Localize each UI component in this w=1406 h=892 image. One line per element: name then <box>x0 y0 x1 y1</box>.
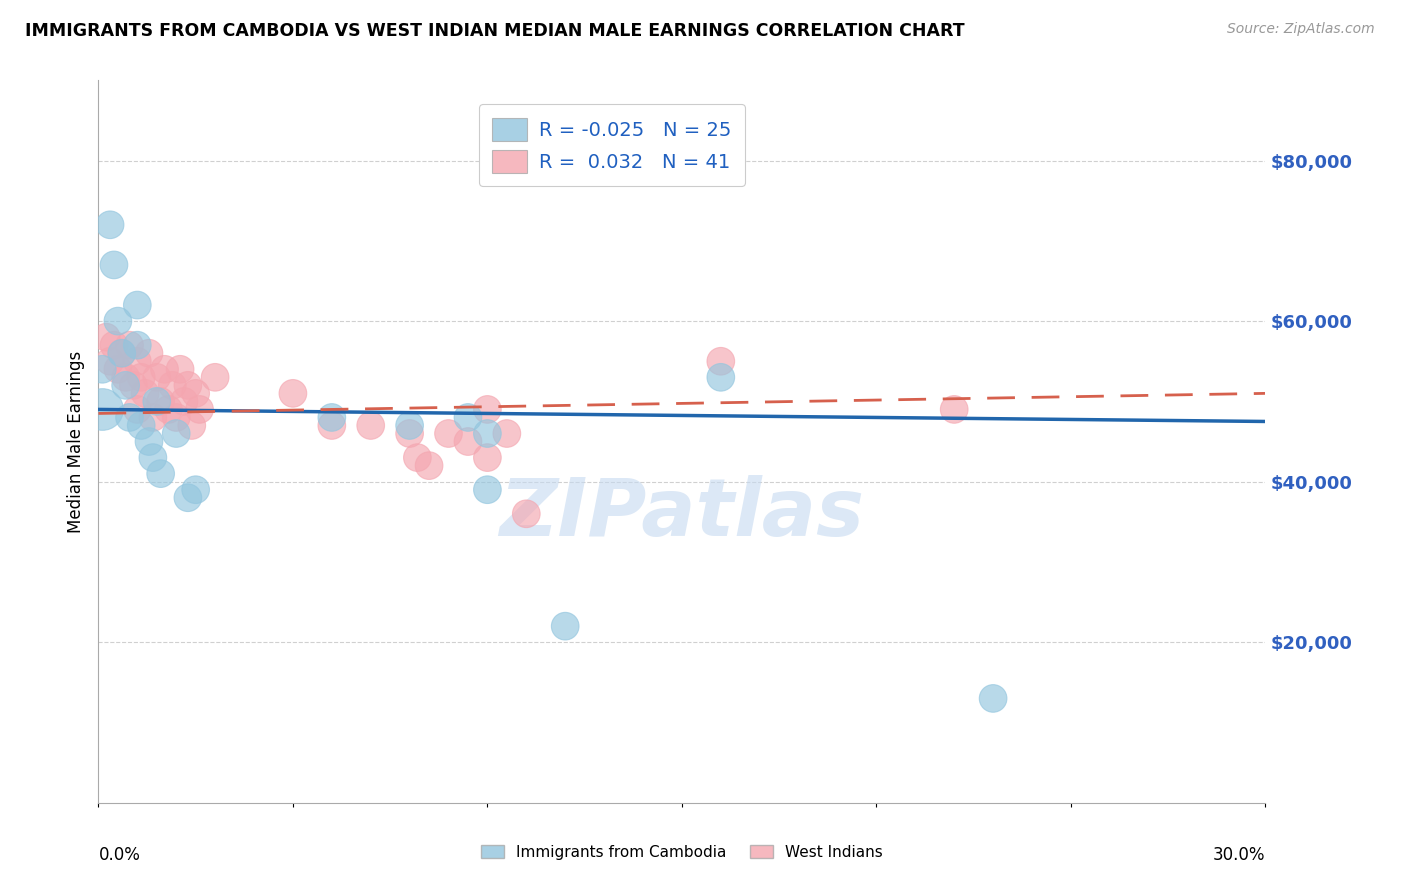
Point <box>91 402 114 417</box>
Point <box>142 410 165 425</box>
Point <box>180 418 202 433</box>
Point <box>127 402 149 417</box>
Text: Source: ZipAtlas.com: Source: ZipAtlas.com <box>1227 22 1375 37</box>
Text: ZIPatlas: ZIPatlas <box>499 475 865 553</box>
Point <box>457 434 479 449</box>
Text: 30.0%: 30.0% <box>1213 847 1265 864</box>
Point <box>98 218 121 232</box>
Point <box>127 354 149 368</box>
Point <box>118 410 141 425</box>
Point <box>91 362 114 376</box>
Point <box>149 394 172 409</box>
Point <box>153 362 176 376</box>
Point <box>114 370 136 384</box>
Point <box>477 450 499 465</box>
Point <box>149 467 172 481</box>
Point <box>138 346 160 360</box>
Point <box>515 507 537 521</box>
Text: IMMIGRANTS FROM CAMBODIA VS WEST INDIAN MEDIAN MALE EARNINGS CORRELATION CHART: IMMIGRANTS FROM CAMBODIA VS WEST INDIAN … <box>25 22 965 40</box>
Point <box>184 386 207 401</box>
Point <box>146 370 169 384</box>
Point <box>177 491 200 505</box>
Point <box>477 426 499 441</box>
Point <box>96 330 118 344</box>
Point <box>129 418 152 433</box>
Text: 0.0%: 0.0% <box>98 847 141 864</box>
Point <box>111 346 134 360</box>
Point <box>127 298 149 312</box>
Point <box>321 410 343 425</box>
Point <box>437 426 460 441</box>
Point <box>188 402 211 417</box>
Legend: Immigrants from Cambodia, West Indians: Immigrants from Cambodia, West Indians <box>474 837 890 867</box>
Point <box>157 402 180 417</box>
Point <box>184 483 207 497</box>
Point <box>107 314 129 328</box>
Point <box>943 402 966 417</box>
Point <box>173 394 195 409</box>
Point <box>134 386 156 401</box>
Point <box>103 338 125 352</box>
Point <box>281 386 304 401</box>
Point <box>398 418 420 433</box>
Point <box>496 426 519 441</box>
Point <box>127 338 149 352</box>
Point <box>165 426 187 441</box>
Y-axis label: Median Male Earnings: Median Male Earnings <box>66 351 84 533</box>
Point <box>107 362 129 376</box>
Point <box>360 418 382 433</box>
Point <box>981 691 1004 706</box>
Point <box>477 402 499 417</box>
Point <box>204 370 226 384</box>
Point <box>146 394 169 409</box>
Point <box>129 370 152 384</box>
Point <box>103 258 125 272</box>
Point <box>162 378 184 392</box>
Point <box>118 338 141 352</box>
Point <box>177 378 200 392</box>
Point <box>477 483 499 497</box>
Point <box>321 418 343 433</box>
Point <box>122 378 145 392</box>
Point <box>398 426 420 441</box>
Point <box>98 354 121 368</box>
Point <box>138 434 160 449</box>
Point <box>554 619 576 633</box>
Point <box>111 346 134 360</box>
Point <box>142 450 165 465</box>
Point <box>457 410 479 425</box>
Point <box>165 410 187 425</box>
Point <box>406 450 429 465</box>
Point <box>710 354 733 368</box>
Point <box>710 370 733 384</box>
Point <box>114 378 136 392</box>
Point <box>418 458 440 473</box>
Point <box>169 362 191 376</box>
